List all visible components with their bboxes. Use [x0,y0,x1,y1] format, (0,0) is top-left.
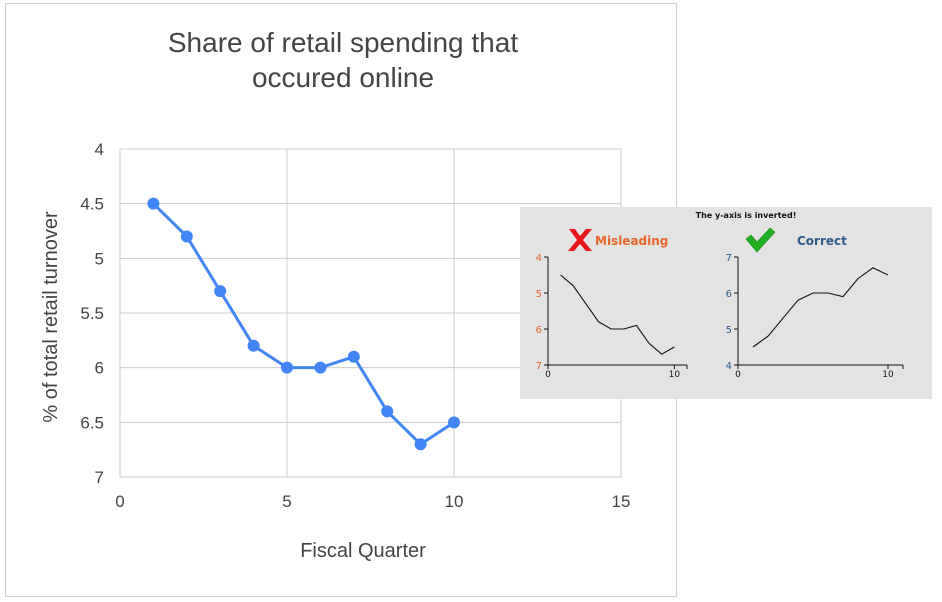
y-tick-label: 4.5 [80,195,104,214]
data-point [214,285,227,298]
x-axis-title: Fiscal Quarter [300,540,426,562]
main-line-chart: Share of retail spending that occured on… [40,27,630,562]
x-tick-label: 0 [115,492,124,511]
green-check-icon [745,227,776,253]
red-cross-icon [568,229,592,251]
data-point [414,438,427,451]
series-line [152,202,455,446]
mini-y-tick-label: 7 [536,361,542,372]
y-axis-title: % of total retail turnover [40,211,62,423]
data-point [347,350,360,363]
data-point [281,361,293,374]
data-point [180,230,193,243]
mini-x-tick-label: 0 [545,370,551,380]
x-tick-label: 10 [445,492,464,511]
chart-title-line-2: occured online [252,62,434,93]
data-point [247,339,260,352]
mini-y-tick-label: 4 [536,253,542,264]
x-axis-ticks: 0 5 10 15 [115,492,630,511]
x-tick-label: 15 [612,492,631,511]
mini-x-tick-label: 10 [882,370,894,380]
misleading-mini-chart: 4 5 6 70 10 [536,253,688,380]
y-tick-label: 7 [95,468,104,487]
y-tick-label: 4 [95,140,104,159]
data-point [448,416,460,429]
data-point [314,361,327,374]
data-series [147,197,460,451]
mini-y-tick-label: 5 [726,325,732,336]
misleading-label: Misleading [595,234,668,248]
correct-label: Correct [797,234,847,248]
chart-title-line-1: Share of retail spending that [168,27,518,58]
data-point [147,197,160,210]
mini-y-tick-label: 6 [536,325,542,336]
comparison-inset: The y-axis is inverted! Misleading Corre… [520,207,932,399]
data-point [381,405,394,418]
correct-mini-chart: 7 6 5 40 10 [726,253,904,380]
x-tick-label: 5 [282,492,291,511]
mini-y-tick-label: 4 [726,361,732,372]
mini-series-line [560,274,675,355]
mini-series-line [752,267,889,348]
y-axis-ticks: 4 4.5 5 5.5 6 6.5 7 [80,140,104,487]
y-tick-label: 6.5 [80,413,104,432]
inset-title: The y-axis is inverted! [696,211,797,220]
mini-y-tick-label: 6 [726,289,732,300]
y-tick-label: 5.5 [80,304,104,323]
y-tick-label: 6 [95,359,104,378]
mini-x-tick-label: 10 [669,370,681,380]
mini-y-tick-label: 7 [726,253,732,264]
inset-charts: The y-axis is inverted! Misleading Corre… [536,211,904,380]
y-tick-label: 5 [95,249,104,268]
mini-x-tick-label: 0 [735,370,741,380]
mini-y-tick-label: 5 [536,289,542,300]
